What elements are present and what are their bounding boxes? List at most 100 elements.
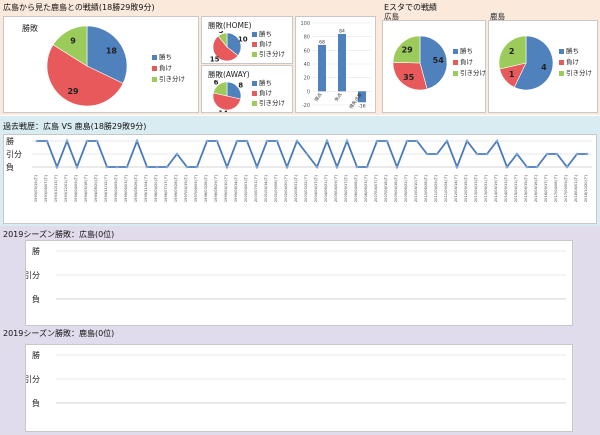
- away-legend-text-2: 引き分け: [259, 99, 285, 107]
- home-legend-item-1: 負け: [252, 38, 272, 48]
- history-point-14: [175, 152, 179, 156]
- away-slice-label-2: 6: [214, 80, 219, 87]
- goals-bar-0: [318, 44, 326, 92]
- season2-card: 勝引分負: [25, 344, 573, 432]
- goals-ytick-6: -20: [302, 103, 310, 109]
- overall-slice-label-1: 29: [67, 87, 79, 96]
- overall-legend-swatch-0: [152, 54, 157, 60]
- estadium-panel: Eスタでの戦績 広島 鹿島 54 35 29 勝ち 負け 引き分け 4 1 2 勝ち 負け 引き…: [378, 0, 600, 115]
- history-point-18: [215, 139, 219, 143]
- history-xtick-17: 1998/03/28(ホ): [203, 174, 208, 202]
- goals-bar-label-2: -16: [358, 103, 365, 109]
- history-xtick-12: 1996/04/20(ホ): [153, 174, 158, 202]
- history-xtick-25: 2002/04/20(ア): [283, 174, 288, 202]
- home-slice-0: [226, 32, 242, 57]
- estadium-hiroshima-card: 54 35 29 勝ち 負け 引き分け: [382, 20, 486, 113]
- estadium-kashima-pie: 4 1 2: [498, 35, 554, 91]
- season2-panel: 2019シーズン勝敗：鹿島(0位) 勝引分負: [0, 328, 600, 435]
- estadium-hiroshima-pie: 54 35 29: [392, 35, 448, 91]
- home-slice-2: [217, 32, 228, 48]
- history-point-12: [155, 165, 159, 169]
- history-point-10: [135, 139, 139, 143]
- estadium-kashima-legend-item-2: 引き分け: [559, 67, 592, 77]
- history-xtick-11: 1995/11/04(ア): [143, 174, 148, 202]
- home-legend-text-0: 勝ち: [259, 30, 272, 38]
- away-slice-0: [226, 81, 242, 100]
- history-point-13: [165, 165, 169, 169]
- estadium-kashima-legend-item-1: 負け: [559, 56, 579, 66]
- history-xtick-7: 1994/11/12(ア): [103, 174, 108, 202]
- history-xtick-37: 2009/08/22(ア): [403, 174, 408, 202]
- season1-ylabel-2: 負: [32, 294, 40, 304]
- history-point-4: [75, 165, 79, 169]
- history-xtick-27: 2003/03/22(ア): [303, 174, 308, 202]
- history-point-47: [505, 165, 509, 169]
- history-xtick-2: 1993/10/13(ア): [53, 174, 58, 202]
- overall-slice-label-2: 9: [70, 36, 76, 45]
- history-point-29: [325, 139, 329, 143]
- estadium-hiroshima-slice-label-0: 54: [433, 56, 445, 65]
- estadium-hiroshima-slice-0: [419, 35, 448, 90]
- history-point-35: [385, 139, 389, 143]
- estadium-kashima-legend-swatch-1: [559, 59, 564, 65]
- history-xtick-49: 2015/08/15(ホ): [523, 174, 528, 202]
- estadium-hiroshima-legend-item-0: 勝ち: [453, 45, 473, 55]
- history-point-40: [435, 152, 439, 156]
- home-legend-swatch-1: [252, 41, 257, 47]
- history-point-39: [425, 152, 429, 156]
- goals-ytick-0: 100: [300, 21, 310, 27]
- history-xtick-51: 2016/09/17(ア): [543, 174, 548, 202]
- estadium-hiroshima-slice-label-1: 35: [403, 73, 415, 82]
- home-slice-label-0: 10: [238, 36, 248, 44]
- away-legend-item-0: 勝ち: [252, 77, 272, 87]
- history-xtick-29: 2004/08/21(ア): [323, 174, 328, 202]
- estadium-kashima-slice-label-0: 4: [541, 63, 547, 72]
- away-legend-item-1: 負け: [252, 87, 272, 97]
- estadium-hiroshima-legend-swatch-2: [453, 70, 458, 76]
- history-xtick-42: 2012/04/14(ア): [453, 174, 458, 202]
- history-xtick-13: 1996/07/17(ア): [163, 174, 168, 202]
- history-xtick-5: 1994/05/18(ア): [83, 174, 88, 202]
- history-point-1: [45, 139, 49, 143]
- home-slice-1: [212, 35, 239, 62]
- away-legend-swatch-2: [252, 100, 257, 106]
- home-legend-swatch-0: [252, 31, 257, 37]
- estadium-hiroshima-legend-swatch-1: [453, 59, 458, 65]
- history-xtick-40: 2011/04/29(ホ): [433, 174, 438, 202]
- history-point-16: [195, 165, 199, 169]
- history-point-33: [365, 165, 369, 169]
- home-legend-item-0: 勝ち: [252, 28, 272, 38]
- history-xtick-30: 2005/04/09(ア): [333, 174, 338, 202]
- history-point-38: [415, 139, 419, 143]
- history-xtick-4: 1994/04/09(ホ): [73, 174, 78, 202]
- home-legend-item-2: 引き分け: [252, 48, 285, 58]
- history-point-17: [205, 139, 209, 143]
- history-point-45: [485, 152, 489, 156]
- history-point-34: [375, 139, 379, 143]
- history-xtick-53: 2017/09/09(ホ): [563, 174, 568, 202]
- history-point-28: [315, 165, 319, 169]
- home-pie: 10 15 3: [210, 31, 248, 63]
- history-xtick-19: 1999/04/10(ア): [223, 174, 228, 202]
- estadium-hiroshima-legend-text-1: 負け: [460, 58, 473, 66]
- away-label: 勝敗(AWAY): [208, 70, 250, 79]
- season1-title: 2019シーズン勝敗：広島(0位): [3, 230, 115, 239]
- history-point-51: [545, 152, 549, 156]
- history-series-line: [37, 138, 587, 170]
- overall-legend-item-2: 引き分け: [152, 73, 185, 83]
- history-point-31: [345, 139, 349, 143]
- season1-ylabel-1: 引分: [26, 271, 40, 280]
- season2-ylabel-0: 勝: [32, 350, 40, 360]
- estadium-hiroshima-legend-swatch-0: [453, 48, 458, 54]
- estadium-kashima-slice-0: [513, 35, 554, 91]
- estadium-hiroshima-label: 広島: [384, 12, 399, 21]
- history-xtick-32: 2006/04/08(ホ): [353, 174, 358, 202]
- history-xtick-46: 2014/04/19(ア): [493, 174, 498, 202]
- overall-legend-text-2: 引き分け: [159, 75, 185, 83]
- history-point-11: [145, 165, 149, 169]
- estadium-hiroshima-slice-2: [392, 35, 421, 64]
- history-point-5: [85, 139, 89, 143]
